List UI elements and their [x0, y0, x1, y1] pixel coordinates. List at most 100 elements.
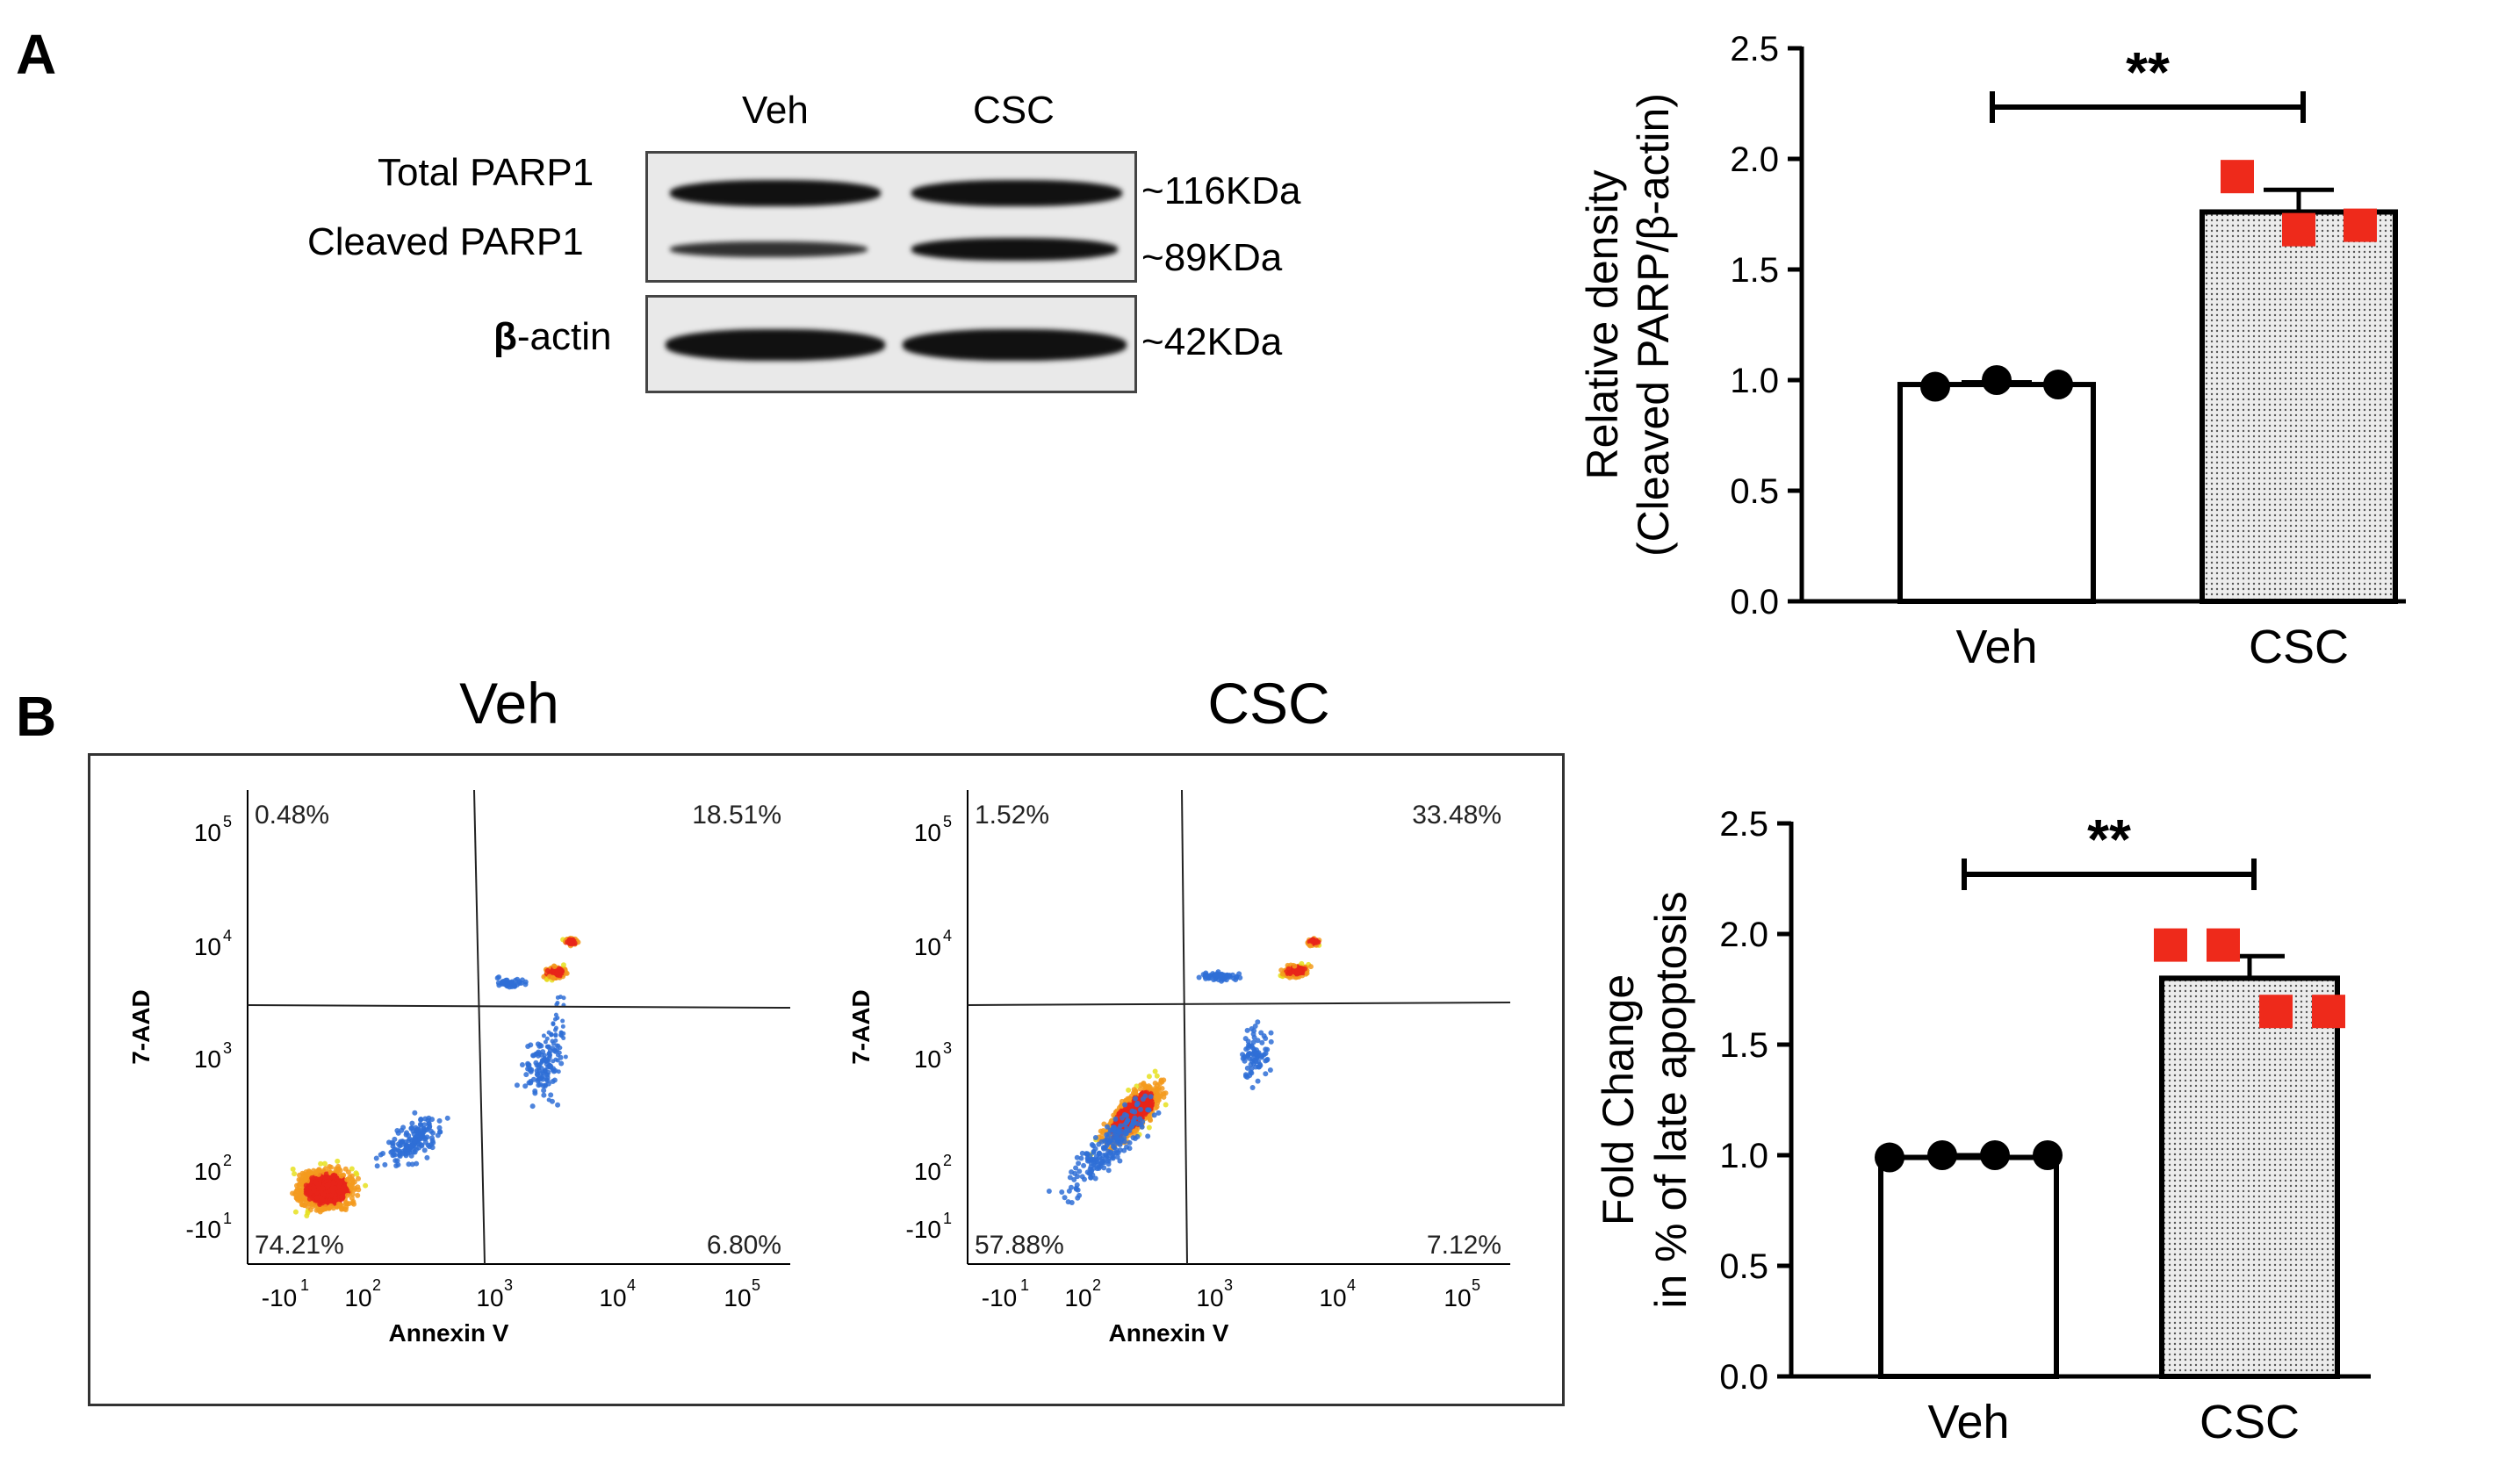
- flow-y-tick-exponent: 1: [223, 1210, 232, 1227]
- flow-event: [495, 980, 501, 986]
- flow-event: [1087, 1170, 1093, 1176]
- band-total-veh: [670, 180, 881, 206]
- flow-events: [1046, 936, 1322, 1205]
- flow-event: [342, 1166, 349, 1172]
- flow-event: [527, 1067, 533, 1074]
- flow-event: [1154, 1073, 1160, 1079]
- flow-event: [418, 1131, 424, 1137]
- flow-event: [404, 1146, 410, 1153]
- flow-event: [1154, 1082, 1160, 1088]
- flow-event: [305, 1171, 311, 1177]
- flow-event: [1133, 1096, 1139, 1102]
- row-label-total-parp1: Total PARP1: [378, 151, 594, 194]
- flow-event: [511, 983, 517, 989]
- flow-event: [1148, 1094, 1154, 1100]
- flow-event: [298, 1177, 304, 1183]
- flow-event: [1140, 1081, 1146, 1087]
- flow-y-tick-label: -10: [906, 1216, 941, 1243]
- flow-y-tick-exponent: 1: [943, 1210, 952, 1227]
- flow-event: [1248, 1069, 1254, 1075]
- flow-event: [1245, 1045, 1251, 1051]
- flow-event: [414, 1160, 420, 1167]
- flow-event: [1116, 1128, 1122, 1134]
- flow-event: [555, 995, 560, 1000]
- flow-event: [1099, 1129, 1105, 1135]
- flow-event: [559, 1033, 565, 1038]
- flow-event: [1122, 1102, 1128, 1108]
- flow-event: [408, 1143, 414, 1149]
- flow-event: [1079, 1174, 1085, 1180]
- flow-event: [429, 1117, 436, 1123]
- flow-event: [554, 1002, 559, 1007]
- flow-event: [395, 1130, 401, 1136]
- flow-event: [500, 979, 507, 985]
- flow-event: [1134, 1133, 1141, 1139]
- flow-event: [1092, 1175, 1098, 1182]
- flow-event: [330, 1180, 336, 1186]
- flow-event: [1203, 975, 1209, 981]
- bar-chart-fold-change: 0.0 0.5 1.0 1.5 2.0 2.5 Fold Change in % of lat…: [1594, 805, 2371, 1448]
- flow-x-tick-label: 10: [476, 1284, 503, 1311]
- flow-events: [290, 935, 581, 1219]
- flow-event: [335, 1201, 342, 1207]
- flow-event: [392, 1136, 398, 1142]
- data-point-csc: [2221, 160, 2254, 194]
- flow-event: [1223, 977, 1229, 983]
- flow-event: [1227, 973, 1233, 979]
- flow-event: [436, 1117, 443, 1124]
- flow-event: [546, 1097, 551, 1103]
- flow-event: [338, 1173, 344, 1179]
- y-axis-label-line1: Relative density: [1578, 170, 1627, 480]
- data-point-csc: [2312, 995, 2345, 1029]
- flow-event: [1161, 1077, 1167, 1083]
- flow-event: [1140, 1096, 1146, 1103]
- flow-event: [1249, 1059, 1256, 1065]
- flow-event: [530, 1053, 536, 1059]
- y-axis-label-line2: (Cleaved PARP/β-actin): [1629, 93, 1678, 557]
- y-tick-label: 0.0: [1719, 1358, 1768, 1397]
- flow-event: [514, 1082, 520, 1088]
- flow-event: [293, 1189, 299, 1195]
- quadrant-label-ur: 18.51%: [692, 801, 781, 830]
- data-point-veh: [1982, 365, 2012, 395]
- flow-y-tick-exponent: 5: [943, 813, 952, 830]
- flow-x-tick-label: 10: [599, 1284, 626, 1311]
- flow-event: [1212, 972, 1218, 978]
- flow-event: [1153, 1089, 1159, 1096]
- flow-event: [1145, 1133, 1151, 1139]
- flow-event: [1132, 1115, 1138, 1121]
- flow-event: [1108, 1118, 1114, 1124]
- flow-event: [1148, 1117, 1154, 1124]
- flow-event: [1088, 1175, 1094, 1181]
- flow-event: [537, 1042, 543, 1047]
- flow-event: [1255, 1019, 1261, 1025]
- flow-event: [349, 1166, 355, 1172]
- flow-event: [324, 1182, 330, 1189]
- flow-event: [1143, 1103, 1149, 1109]
- y-tick-label: 2.0: [1719, 916, 1768, 954]
- flow-event: [335, 1158, 341, 1164]
- flow-event: [1246, 1051, 1252, 1057]
- flow-event: [541, 1092, 547, 1098]
- flow-event: [1292, 963, 1298, 969]
- panel-letter-b: B: [16, 685, 57, 748]
- data-point-veh: [2043, 370, 2073, 400]
- flow-y-tick-exponent: 2: [943, 1152, 952, 1169]
- flow-event: [332, 1197, 338, 1203]
- flow-x-tick-exponent: 1: [1020, 1276, 1029, 1294]
- flow-event: [507, 984, 513, 990]
- flow-event: [349, 1195, 355, 1201]
- flow-event: [1301, 966, 1307, 972]
- flow-event: [544, 1077, 549, 1082]
- data-point-veh: [2033, 1140, 2063, 1170]
- flow-event: [553, 1033, 558, 1038]
- flow-event: [339, 1194, 345, 1200]
- flow-event: [406, 1138, 412, 1144]
- flow-event: [424, 1154, 430, 1160]
- flow-event: [536, 1051, 542, 1057]
- flow-event: [426, 1121, 432, 1127]
- flow-event: [1091, 1149, 1097, 1155]
- flow-event: [1106, 1131, 1112, 1137]
- gate-horizontal: [967, 1002, 1511, 1006]
- flow-event: [1253, 1064, 1259, 1070]
